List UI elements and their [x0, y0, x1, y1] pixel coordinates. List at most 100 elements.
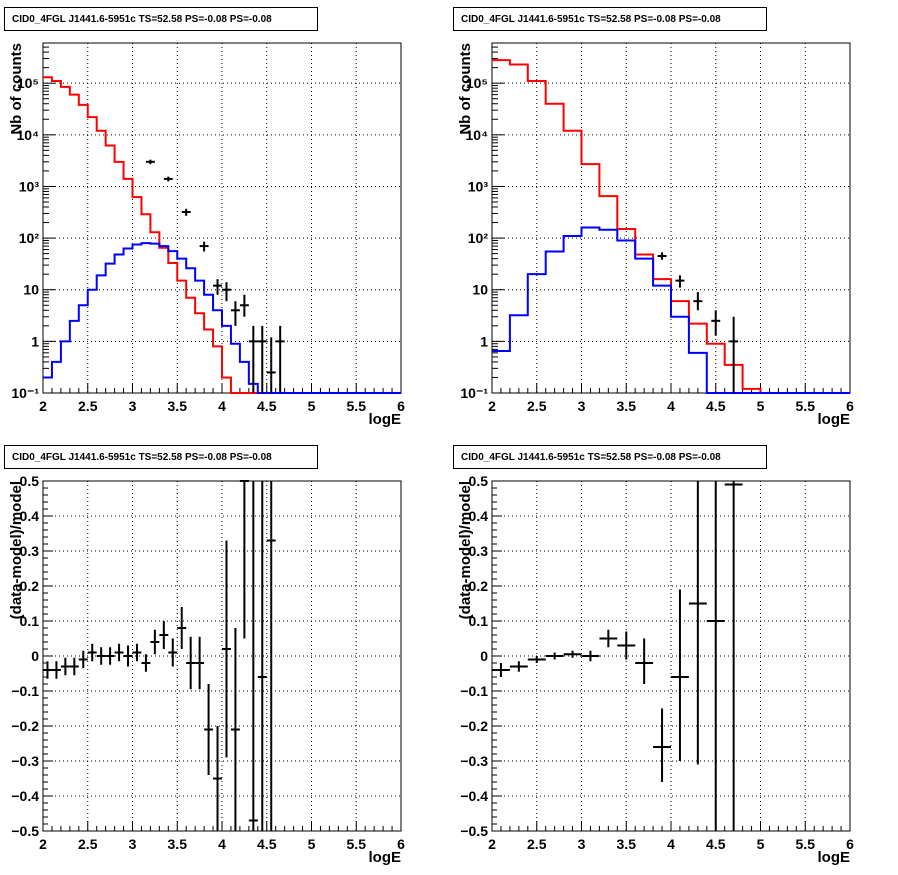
y-tick-label: −0.4: [460, 788, 488, 804]
x-tick-label: 2: [488, 836, 496, 852]
x-tick-label: 2: [39, 836, 47, 852]
x-axis-ticks: [42, 383, 402, 393]
y-tick-label: 10: [472, 282, 488, 298]
x-tick-label: 3: [578, 836, 586, 852]
x-tick-label: 3: [129, 398, 137, 414]
source-model-histogram: [43, 242, 401, 394]
y-tick-label: −0.3: [460, 753, 488, 769]
y-tick-label: −0.2: [460, 718, 488, 734]
x-axis-title: logE: [818, 411, 851, 428]
x-tick-label: 3.5: [617, 836, 637, 852]
panel-title-top-right: CID0_4FGL J1441.6-5951c TS=52.58 PS=-0.0…: [453, 7, 767, 31]
panel-title-bottom-left: CID0_4FGL J1441.6-5951c TS=52.58 PS=-0.0…: [4, 445, 318, 469]
x-tick-label: 3: [129, 836, 137, 852]
y-tick-label: 0.2: [20, 578, 40, 594]
x-tick-label: 2.5: [78, 836, 98, 852]
x-tick-label: 5: [757, 398, 765, 414]
y-tick-label: 0.2: [469, 578, 489, 594]
x-tick-label: 2.5: [527, 836, 547, 852]
x-tick-label: 6: [397, 836, 405, 852]
x-axis-ticks: [491, 821, 851, 831]
x-tick-label: 6: [397, 398, 405, 414]
y-tick-label: 10³: [468, 178, 489, 194]
x-tick-label: 6: [846, 836, 854, 852]
x-axis-title: logE: [818, 849, 851, 866]
y-tick-label: 0.3: [20, 543, 40, 559]
y-tick-label: −0.3: [11, 753, 39, 769]
x-tick-label: 2: [488, 398, 496, 414]
x-tick-label: 4.5: [257, 836, 277, 852]
y-axis-ticks: [43, 480, 53, 832]
y-tick-label: 0.5: [469, 473, 489, 489]
y-tick-label: 0.1: [469, 613, 489, 629]
source-model-histogram: [492, 226, 850, 394]
x-tick-label: 5: [308, 398, 316, 414]
x-tick-label: 5: [308, 836, 316, 852]
x-tick-label: 2: [39, 398, 47, 414]
y-tick-label: −0.1: [460, 683, 488, 699]
y-tick-label: 1: [31, 333, 39, 349]
x-tick-label: 4.5: [257, 398, 277, 414]
y-tick-label: 0: [31, 648, 39, 664]
y-tick-label: 10⁴: [17, 127, 40, 143]
panel-title-top-left: CID0_4FGL J1441.6-5951c TS=52.58 PS=-0.0…: [4, 7, 318, 31]
y-tick-label: 0.3: [469, 543, 489, 559]
y-axis-ticks: [43, 42, 55, 394]
y-axis-title: (data-model)/model: [8, 481, 25, 619]
y-axis-title: Nb of counts: [8, 43, 25, 135]
panel-tl: 2 2.5 3 3.5 4 4.5 5 5.5 6 10⁻¹ 1 10 10² 10³ 10⁴ 10⁵ logE…: [8, 42, 405, 428]
x-tick-label: 3.5: [168, 836, 188, 852]
y-tick-label: −0.4: [11, 788, 39, 804]
x-tick-label: 6: [846, 398, 854, 414]
y-tick-label: −0.5: [11, 823, 39, 839]
x-tick-label: 4: [667, 836, 675, 852]
x-tick-label: 3: [578, 398, 586, 414]
y-axis-title: (data-model)/model: [457, 481, 474, 619]
y-tick-label: 0.5: [20, 473, 40, 489]
x-tick-label: 4: [218, 836, 226, 852]
y-tick-label: 0.1: [20, 613, 40, 629]
x-tick-label: 4.5: [706, 398, 726, 414]
x-tick-label: 2.5: [527, 398, 547, 414]
panel-title-bottom-right: CID0_4FGL J1441.6-5951c TS=52.58 PS=-0.0…: [453, 445, 767, 469]
y-tick-label: 0.4: [20, 508, 40, 524]
y-tick-label: 10⁻¹: [460, 385, 488, 401]
y-tick-label: 10⁵: [466, 75, 488, 91]
y-tick-label: 0.4: [469, 508, 489, 524]
x-axis-ticks: [491, 383, 851, 393]
y-tick-label: 10⁻¹: [11, 385, 39, 401]
y-tick-label: 10²: [468, 230, 489, 246]
x-tick-label: 5.5: [796, 836, 816, 852]
x-tick-label: 4: [218, 398, 226, 414]
x-tick-label: 2.5: [78, 398, 98, 414]
panel-tr: 2 2.5 3 3.5 4 4.5 5 5.5 6 10⁻¹ 1 10 10² 10³ 10⁴ 10⁵ logE…: [457, 42, 854, 428]
x-tick-label: 4.5: [706, 836, 726, 852]
y-tick-label: 1: [480, 333, 488, 349]
panel-bl: 2 2.5 3 3.5 4 4.5 5 5.5 6 −0.5 −0.4 −0.3 −0.2 −0.1 0 0.…: [8, 473, 405, 866]
y-tick-label: 10: [23, 282, 39, 298]
y-tick-label: 10²: [19, 230, 40, 246]
y-axis-ticks: [492, 480, 502, 832]
panel-br: 2 2.5 3 3.5 4 4.5 5 5.5 6 −0.5 −0.4 −0.3 −0.2 −0.1 0 0.…: [457, 473, 854, 866]
y-tick-label: −0.1: [11, 683, 39, 699]
x-tick-label: 3.5: [168, 398, 188, 414]
y-tick-label: −0.5: [460, 823, 488, 839]
grid: [43, 43, 401, 393]
x-axis-title: logE: [369, 411, 402, 428]
x-tick-label: 5.5: [347, 398, 367, 414]
x-axis-ticks: [42, 821, 402, 831]
x-tick-label: 3.5: [617, 398, 637, 414]
y-tick-label: 10⁵: [17, 75, 39, 91]
y-tick-label: 10⁴: [466, 127, 489, 143]
y-tick-label: 0: [480, 648, 488, 664]
x-axis-title: logE: [369, 849, 402, 866]
x-tick-label: 5.5: [347, 836, 367, 852]
y-tick-label: 10³: [19, 178, 40, 194]
x-tick-label: 5.5: [796, 398, 816, 414]
y-axis-title: Nb of counts: [457, 43, 474, 135]
x-tick-label: 5: [757, 836, 765, 852]
y-tick-label: −0.2: [11, 718, 39, 734]
y-axis-ticks: [492, 42, 504, 394]
x-tick-label: 4: [667, 398, 675, 414]
